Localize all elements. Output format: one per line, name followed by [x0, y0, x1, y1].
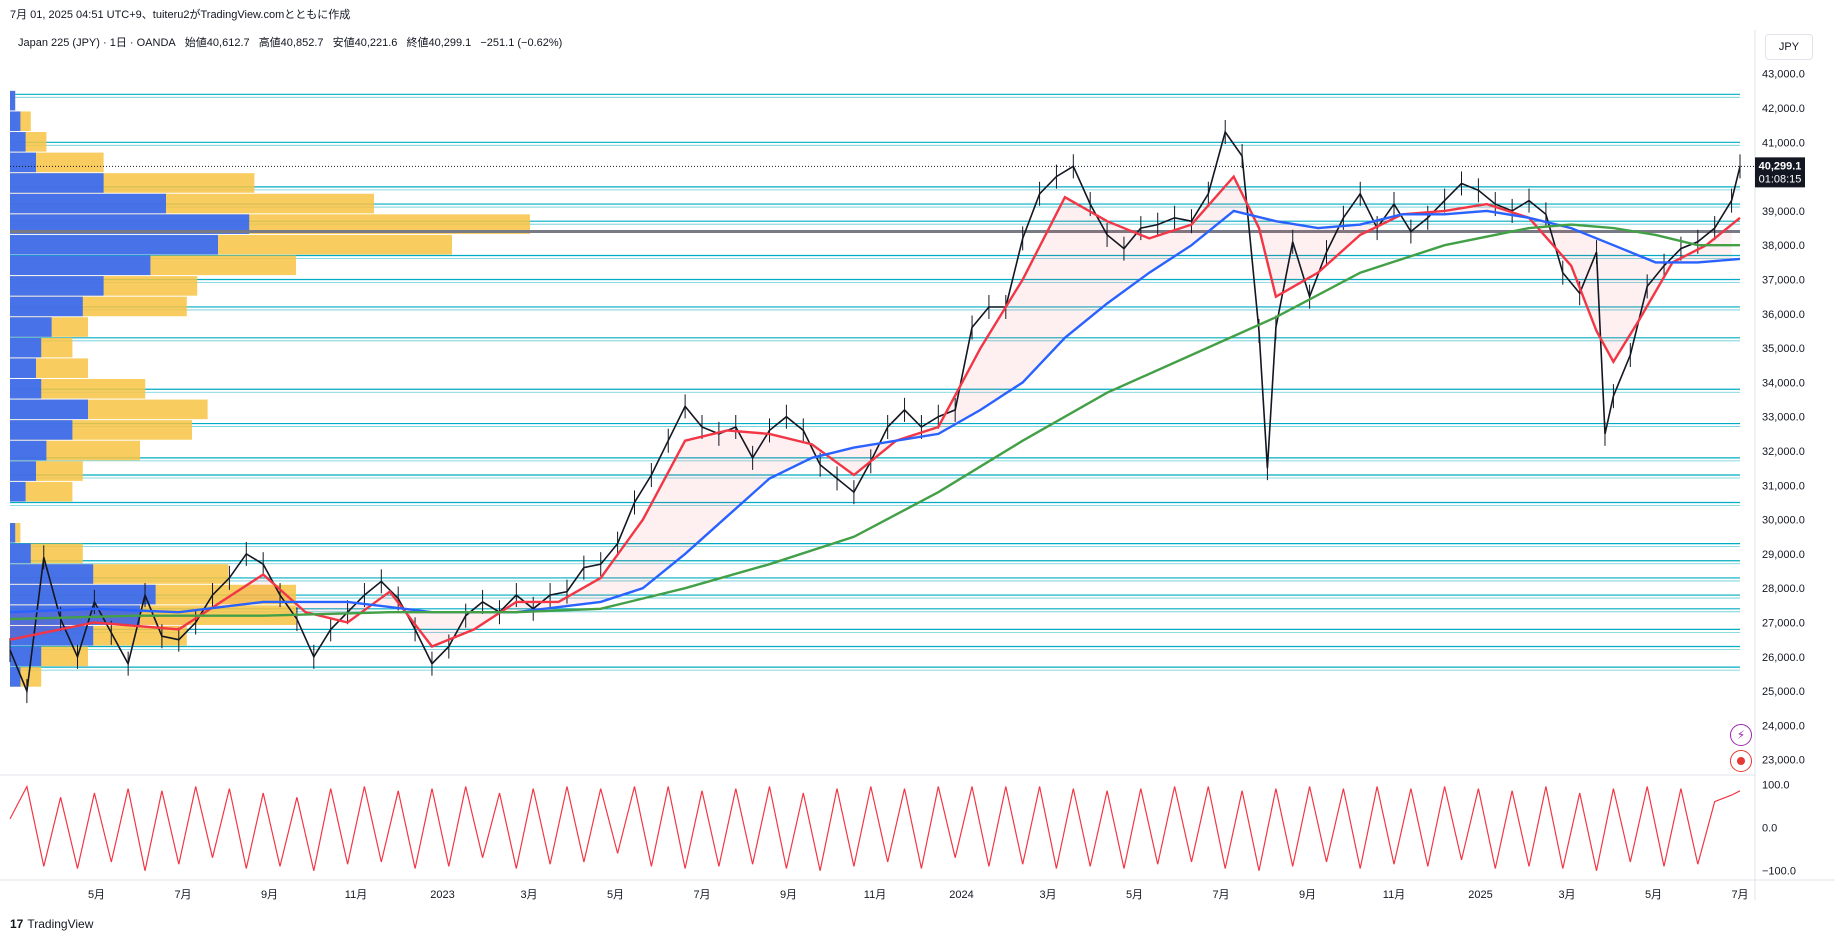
volume-profile-up-19: [10, 481, 26, 502]
volume-profile-up-0: [10, 90, 16, 111]
y-tick-label-9: 34,000.0: [1762, 377, 1805, 389]
currency-button[interactable]: JPY: [1765, 34, 1813, 60]
last-price-label: 40,299.1: [1759, 160, 1802, 172]
y-tick-label-1: 42,000.0: [1762, 103, 1805, 115]
price-series: [9, 130, 1741, 695]
low-value: 安値40,221.6: [332, 37, 398, 49]
volume-profile-up-16: [10, 420, 73, 440]
y-tick-label-13: 30,000.0: [1762, 515, 1805, 527]
oscillator-tick-label-0: 100.0: [1762, 779, 1790, 791]
volume-profile-up-12: [10, 337, 42, 358]
volume-profile-down-14: [10, 378, 146, 399]
y-tick-label-5: 38,000.0: [1762, 240, 1805, 252]
y-tick-label-4: 39,000.0: [1762, 206, 1805, 218]
x-tick-label-15: 11月: [1383, 889, 1405, 901]
x-tick-label-14: 9月: [1299, 889, 1316, 901]
last-price-badge: [1755, 157, 1805, 188]
y-tick-label-19: 24,000.0: [1762, 720, 1805, 732]
x-tick-label-3: 11月: [345, 889, 367, 901]
volume-profile-up-23: [10, 584, 156, 605]
volume-profile-up-26: [10, 646, 42, 667]
tradingview-logo-icon: 17: [10, 917, 24, 931]
footer-brand[interactable]: TradingView: [27, 917, 94, 931]
x-tick-label-7: 7月: [693, 889, 710, 901]
volume-profile-up-5: [10, 193, 166, 214]
volume-profile-up-8: [10, 255, 151, 276]
x-tick-label-2: 9月: [261, 889, 278, 901]
volume-profile-up-15: [10, 399, 88, 420]
volume-profile-up-18: [10, 461, 36, 481]
y-tick-label-12: 31,000.0: [1762, 480, 1805, 492]
volume-profile-up-13: [10, 358, 36, 378]
volume-profile-up-1: [10, 111, 21, 132]
volume-profile-up-4: [10, 173, 104, 193]
y-tick-label-15: 28,000.0: [1762, 583, 1805, 595]
x-tick-label-9: 11月: [864, 889, 886, 901]
x-tick-label-16: 2025: [1468, 889, 1492, 901]
symbol-title[interactable]: Japan 225 (JPY) · 1日 · OANDA: [18, 37, 176, 49]
y-tick-label-20: 23,000.0: [1762, 755, 1805, 767]
x-tick-label-10: 2024: [949, 889, 973, 901]
volume-profile-up-9: [10, 276, 104, 296]
volume-profile-up-3: [10, 152, 36, 173]
x-tick-label-19: 7月: [1731, 889, 1748, 901]
y-tick-label-10: 33,000.0: [1762, 412, 1805, 424]
x-tick-label-8: 9月: [780, 889, 797, 901]
x-tick-label-18: 5月: [1645, 889, 1662, 901]
y-tick-label-6: 37,000.0: [1762, 275, 1805, 287]
y-tick-label-16: 27,000.0: [1762, 618, 1805, 630]
x-tick-label-11: 3月: [1039, 889, 1056, 901]
open-value: 始値40,612.7: [184, 37, 250, 49]
y-tick-label-14: 29,000.0: [1762, 549, 1805, 561]
x-tick-label-1: 7月: [174, 889, 191, 901]
symbol-legend: Japan 225 (JPY) · 1日 · OANDA 始値40,612.7 …: [18, 34, 568, 50]
change-value: −251.1 (−0.62%): [480, 37, 563, 49]
volume-profile-up-7: [10, 234, 218, 255]
y-tick-label-7: 36,000.0: [1762, 309, 1805, 321]
x-tick-label-6: 5月: [607, 889, 624, 901]
volume-profile-up-17: [10, 440, 47, 461]
volume-profile-up-11: [10, 317, 52, 337]
close-value: 終値40,299.1: [406, 37, 472, 49]
y-tick-label-17: 26,000.0: [1762, 652, 1805, 664]
x-tick-label-17: 3月: [1558, 889, 1575, 901]
ema-slow-line: [9, 223, 1740, 621]
volume-profile-up-25: [10, 625, 94, 646]
volume-profile-up-20: [10, 523, 16, 543]
x-tick-label-0: 5月: [88, 889, 105, 901]
volume-profile-up-27: [10, 667, 21, 687]
y-tick-label-0: 43,000.0: [1762, 69, 1805, 81]
record-icon[interactable]: [1730, 750, 1752, 772]
countdown-label: 01:08:15: [1759, 173, 1802, 185]
x-tick-label-12: 5月: [1126, 889, 1143, 901]
oscillator-tick-label-1: 0.0: [1762, 823, 1777, 835]
oscillator-line: [9, 784, 1741, 871]
x-tick-label-4: 2023: [430, 889, 454, 901]
volume-profile-up-22: [10, 564, 94, 584]
y-tick-label-18: 25,000.0: [1762, 686, 1805, 698]
high-value: 高値40,852.7: [258, 37, 324, 49]
lightning-icon[interactable]: ⚡: [1730, 724, 1752, 746]
publish-info: 7月 01, 2025 04:51 UTC+9、tuiteru2がTrading…: [10, 9, 351, 21]
oscillator-tick-label-2: −100.0: [1762, 866, 1796, 878]
y-tick-label-11: 32,000.0: [1762, 446, 1805, 458]
y-tick-label-8: 35,000.0: [1762, 343, 1805, 355]
volume-profile-up-2: [10, 132, 26, 152]
ema-fast-line: [9, 174, 1741, 648]
volume-profile-up-10: [10, 296, 83, 317]
x-tick-label-13: 7月: [1212, 889, 1229, 901]
volume-profile-up-14: [10, 378, 42, 399]
x-tick-label-5: 3月: [520, 889, 537, 901]
volume-profile-up-21: [10, 543, 31, 564]
footer-branding: 17 TradingView: [10, 917, 93, 931]
y-tick-label-2: 41,000.0: [1762, 137, 1805, 149]
volume-profile-up-6: [10, 214, 250, 234]
